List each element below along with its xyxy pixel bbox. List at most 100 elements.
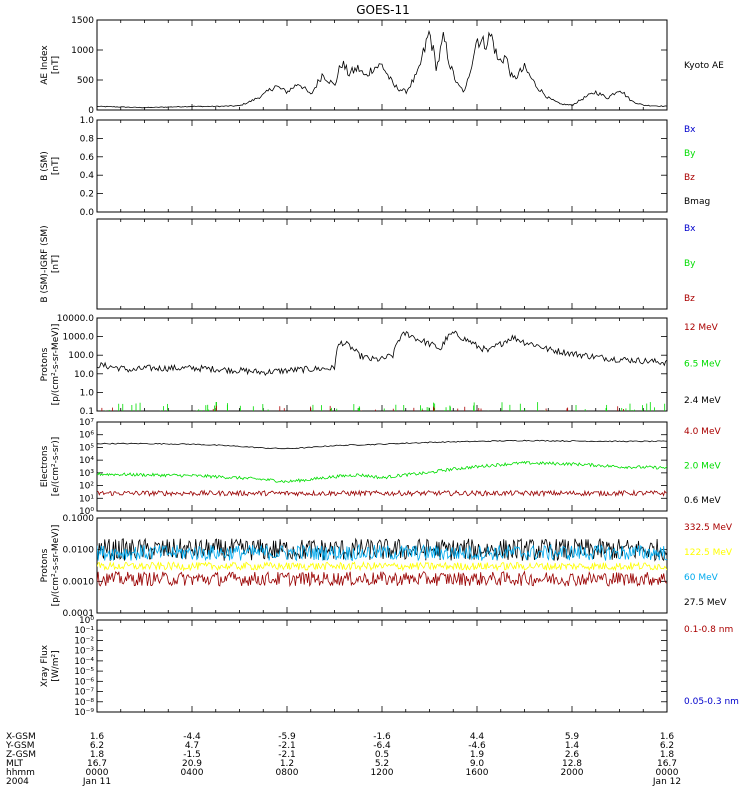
y-tick-label: 10⁻⁷	[74, 688, 94, 698]
legend-item: 0.6 MeV	[684, 496, 721, 506]
legend-item: 0.05-0.3 nm	[684, 697, 739, 707]
y-tick-label: 10⁶	[79, 431, 94, 441]
y-tick-label: 10⁻⁹	[74, 708, 94, 718]
legend-item: 2.4 MeV	[684, 396, 721, 406]
plot-area	[97, 537, 667, 588]
y-tick-label: 0.0001	[63, 609, 95, 619]
legend-item: 2.0 MeV	[684, 462, 721, 472]
series-0-6-mev	[97, 439, 667, 450]
y-tick-label: 0.2	[80, 190, 94, 200]
x-axis-value: -1.6	[373, 732, 391, 742]
x-axis-value: -6.4	[373, 741, 391, 751]
y-axis-label-line: [e/(cm²-s-sr)]	[51, 437, 61, 497]
x-axis-row-label: Z-GSM	[6, 750, 36, 760]
series-332-5-mev	[97, 570, 667, 588]
y-axis-label: AE Index [nT]	[40, 45, 61, 85]
x-axis-row-label: X-GSM	[6, 732, 36, 742]
panel-b_igrf: B (SM)-IGRF (SM) [nT] Bx By Bz	[40, 218, 696, 310]
x-axis-value: -4.6	[468, 741, 486, 751]
x-axis-value: 5.2	[375, 759, 389, 769]
panel-frame	[96, 619, 668, 713]
x-axis-value: 20.9	[182, 759, 202, 769]
y-tick-label: 10⁻⁵	[74, 667, 94, 677]
x-axis-value: 1.6	[660, 732, 675, 742]
x-axis-value: 1.2	[280, 759, 294, 769]
x-axis-value: -4.4	[183, 732, 201, 742]
plot-area	[97, 439, 667, 498]
legend-item: 60 MeV	[684, 573, 719, 583]
y-tick-label: 100.0	[68, 351, 94, 361]
x-axis-value: 0400	[181, 768, 204, 778]
y-tick-label: 10³	[79, 469, 94, 479]
x-axis-value: 4.4	[470, 732, 485, 742]
y-tick-label: 10000.0	[57, 314, 94, 324]
y-axis-label-line: [p/(cm²-s-sr-MeV)]	[51, 525, 61, 607]
y-tick-label: 0.0010	[63, 577, 95, 587]
panel-frame	[96, 218, 668, 310]
y-axis-label-line: B (SM)	[40, 151, 50, 181]
y-tick-label: 1000	[71, 46, 94, 56]
panel-b_sm: 0.0 0.2 0.4 0.6 0.8 1.0 B (SM) [nT] Bx By Bz Bmag	[40, 116, 710, 218]
x-axis-value: 1.8	[90, 750, 105, 760]
y-axis-label: Electrons [e/(cm²-s-sr)]	[40, 437, 61, 497]
legend-item: 0.1-0.8 nm	[684, 625, 733, 635]
panel-frame	[96, 317, 668, 412]
x-axis-value: 1.6	[90, 732, 105, 742]
legend-item: 332.5 MeV	[684, 523, 733, 533]
legend-item: 122.5 MeV	[684, 548, 733, 558]
x-axis-value: 9.0	[470, 759, 485, 769]
panel-frame	[96, 421, 668, 512]
x-axis-value: 16.7	[657, 759, 677, 769]
series-60-mev	[97, 543, 667, 562]
x-axis-value: 12.8	[562, 759, 582, 769]
x-axis-value: -1.5	[183, 750, 201, 760]
x-axis-row-label: 2004	[6, 777, 29, 787]
x-axis-value: 5.9	[565, 732, 580, 742]
y-tick-label: 1500	[71, 16, 94, 26]
y-tick-label: 500	[77, 76, 94, 86]
x-axis-value: Jan 11	[82, 777, 111, 787]
legend-item: Bmag	[684, 197, 710, 207]
x-axis-row-label: Y-GSM	[5, 741, 34, 751]
x-axis-value: 0000	[656, 768, 679, 778]
legend-item: Bz	[684, 173, 695, 183]
panel-electrons: 10⁰ 10¹ 10² 10³ 10⁴ 10⁵ 10⁶ 10⁷ Electrons [e/(cm²…	[40, 418, 721, 517]
y-tick-label: 10⁻²	[74, 636, 94, 646]
y-axis-label: B (SM)-IGRF (SM) [nT]	[40, 225, 61, 302]
y-tick-label: 10⁰	[79, 616, 94, 626]
y-axis-label-line: Electrons	[40, 445, 50, 487]
legend-item: 12 MeV	[684, 323, 719, 333]
y-axis-label: B (SM) [nT]	[40, 151, 61, 181]
x-axis-value: 1.9	[470, 750, 485, 760]
x-axis-value: 1.4	[565, 741, 580, 751]
plot-area	[97, 330, 667, 411]
y-axis-label-line: Xray Flux	[40, 644, 50, 687]
x-axis-value: 16.7	[87, 759, 107, 769]
legend-item: Kyoto AE	[684, 61, 724, 71]
x-axis-row-label: hhmm	[6, 768, 35, 778]
y-axis-label-line: [nT]	[51, 56, 61, 74]
x-axis-value: 2.6	[565, 750, 580, 760]
y-tick-label: 10²	[79, 482, 94, 492]
y-tick-label: 10.0	[74, 370, 94, 380]
panel-frame	[96, 119, 668, 213]
plot-title: GOES-11	[356, 3, 410, 17]
x-axis-value: 0800	[276, 768, 299, 778]
legend-item: By	[684, 259, 696, 269]
x-axis-value: -2.1	[278, 750, 296, 760]
legend-item: By	[684, 149, 696, 159]
y-tick-label: 1.0	[80, 388, 95, 398]
x-axis-value: 0000	[86, 768, 109, 778]
y-axis-label-line: B (SM)-IGRF (SM)	[40, 225, 50, 302]
y-tick-label: 10⁴	[79, 456, 94, 466]
y-tick-label: 10⁻³	[74, 647, 94, 657]
legend-item: 4.0 MeV	[684, 427, 721, 437]
series-2-4-mev	[97, 330, 667, 377]
series-122-5-mev	[97, 560, 667, 572]
y-axis-label-line: Protons	[40, 347, 50, 381]
y-axis-label-line: [nT]	[51, 255, 61, 273]
x-axis-table: X-GSMY-GSMZ-GSMMLThhmm20041.66.21.816.70…	[5, 732, 681, 787]
